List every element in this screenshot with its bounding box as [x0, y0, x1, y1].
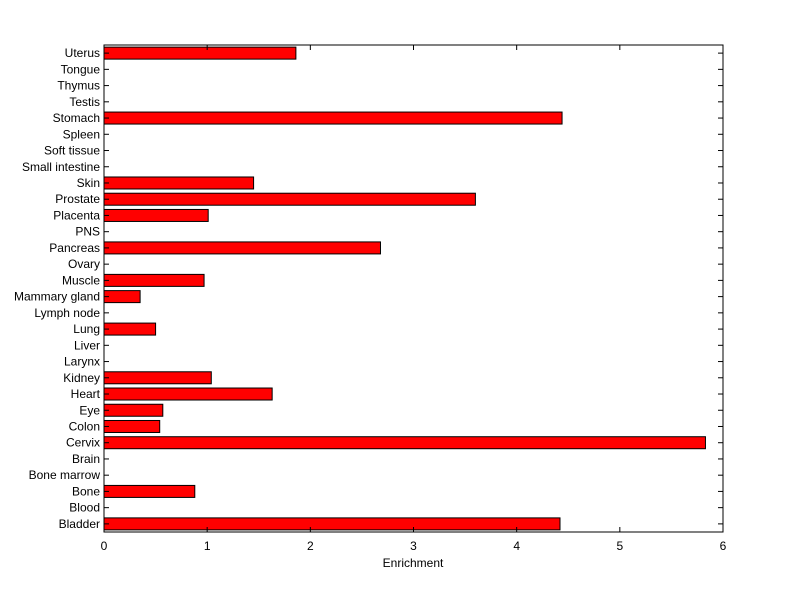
x-tick-label: 1	[204, 539, 211, 553]
x-tick-label: 3	[410, 539, 417, 553]
y-tick-label: Soft tissue	[44, 144, 100, 158]
bar	[103, 241, 381, 255]
y-tick-label: Uterus	[65, 46, 100, 60]
plot-area-background	[104, 45, 723, 532]
bar	[103, 436, 706, 450]
y-tick-label: Bone	[72, 484, 100, 498]
bar	[103, 208, 209, 222]
bar	[103, 419, 161, 433]
bar	[103, 403, 164, 417]
bar	[103, 322, 157, 336]
y-tick-label: Heart	[71, 387, 101, 401]
y-tick-label: Lung	[73, 322, 100, 336]
y-tick-label: Ovary	[68, 257, 100, 271]
bar	[103, 387, 273, 401]
x-tick-label: 0	[101, 539, 108, 553]
y-tick-label: Blood	[69, 501, 100, 515]
y-tick-label: Bladder	[59, 517, 100, 531]
plot-frame	[103, 44, 724, 533]
bar	[103, 371, 212, 385]
bar	[103, 46, 297, 60]
y-tick-label: Cervix	[66, 436, 100, 450]
bar	[103, 484, 196, 498]
x-tick-label: 2	[307, 539, 314, 553]
y-tick-label: Eye	[79, 403, 100, 417]
y-tick-label: Pancreas	[49, 241, 100, 255]
bar	[103, 192, 476, 206]
y-tick-label: Placenta	[53, 208, 100, 222]
x-tick-label: 6	[720, 539, 727, 553]
y-tick-label: Small intestine	[22, 160, 100, 174]
y-tick-label: Stomach	[53, 111, 100, 125]
y-tick-label: Bone marrow	[29, 468, 101, 482]
y-tick-label: Colon	[69, 419, 100, 433]
y-tick-label: Muscle	[62, 273, 100, 287]
y-tick-label: Tongue	[61, 62, 101, 76]
bar	[103, 273, 205, 287]
bar	[103, 290, 141, 304]
bar	[103, 517, 561, 531]
y-tick-label: Testis	[69, 95, 100, 109]
y-tick-label: Spleen	[63, 127, 100, 141]
x-tick-label: 5	[616, 539, 623, 553]
y-tick-label: Prostate	[55, 192, 100, 206]
y-tick-label: Kidney	[63, 371, 100, 385]
x-tick-label: 4	[513, 539, 520, 553]
y-tick-label: Skin	[77, 176, 100, 190]
y-axis-ticks: Bladder Blood Bone Bone marrow Brain Cervix Co…	[14, 46, 723, 531]
y-tick-label: Mammary gland	[14, 290, 100, 304]
y-tick-label: Larynx	[64, 355, 100, 369]
y-tick-label: Lymph node	[34, 306, 100, 320]
bar	[103, 111, 563, 125]
y-tick-label: Brain	[72, 452, 100, 466]
bar	[103, 176, 255, 190]
y-tick-label: Thymus	[57, 79, 100, 93]
x-axis-label: Enrichment	[383, 556, 444, 570]
y-tick-label: PNS	[75, 225, 100, 239]
y-tick-label: Liver	[74, 338, 100, 352]
